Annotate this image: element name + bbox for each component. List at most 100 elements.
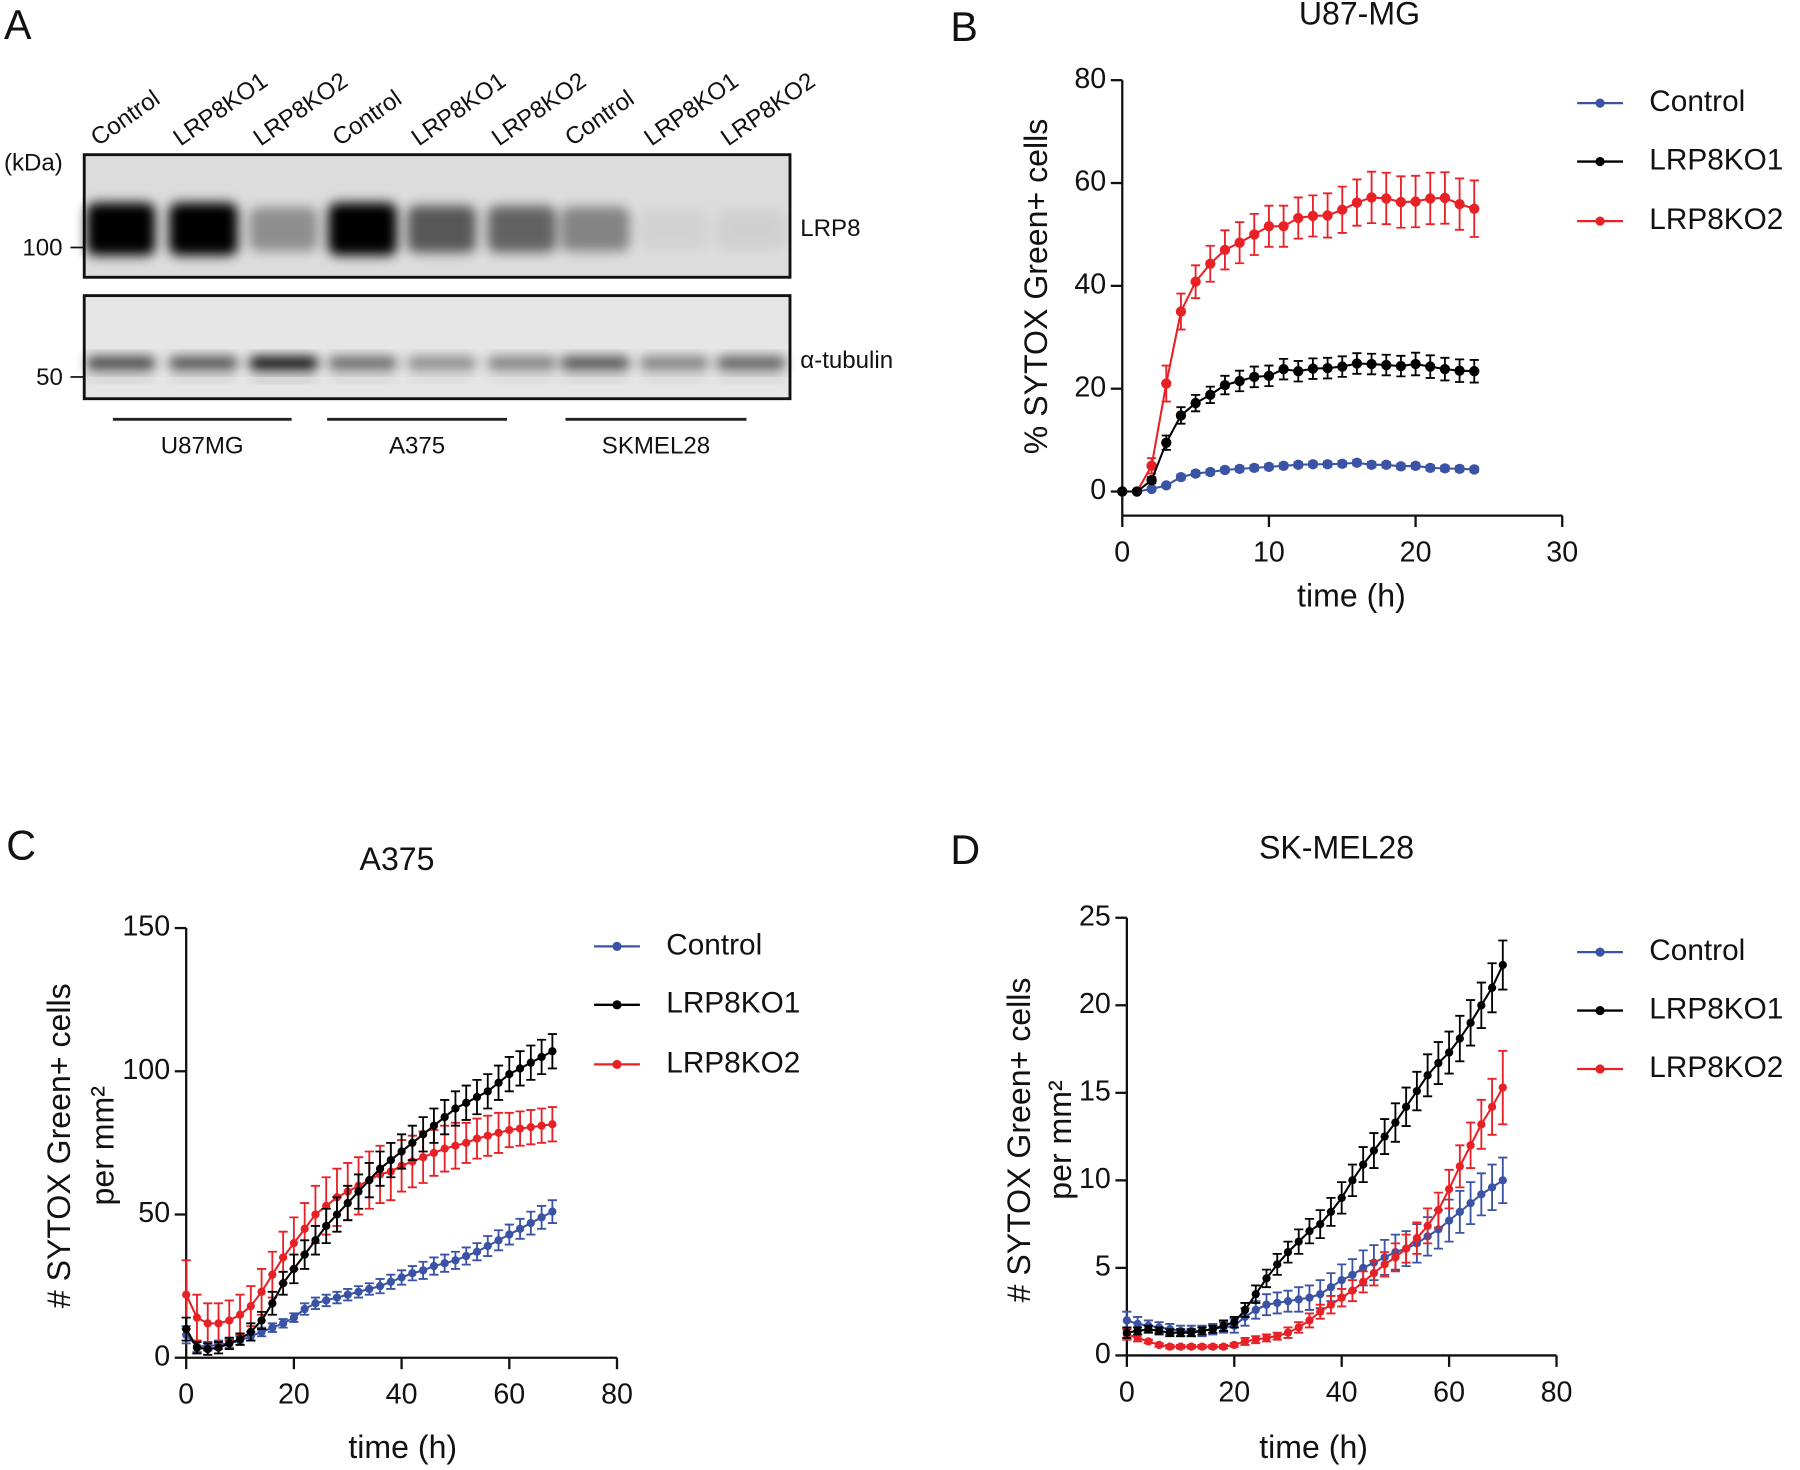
data-point — [1455, 1162, 1464, 1171]
data-point — [1234, 463, 1245, 475]
data-point — [1263, 221, 1275, 232]
data-point — [1444, 1184, 1454, 1194]
data-point — [451, 1104, 460, 1113]
data-point — [1381, 359, 1392, 371]
data-point — [289, 1264, 299, 1274]
data-point — [257, 1316, 266, 1325]
tubulin-minor-band — [718, 375, 784, 382]
data-point — [1326, 1283, 1336, 1292]
data-point — [268, 1299, 277, 1308]
data-point — [472, 1134, 482, 1143]
data-point — [1144, 1337, 1153, 1346]
data-point — [1337, 361, 1348, 372]
data-point — [494, 1236, 503, 1245]
data-point — [1412, 1234, 1422, 1243]
y-tick-label: 80 — [1074, 63, 1106, 95]
lrp8-band — [560, 206, 630, 252]
data-point — [1146, 483, 1157, 495]
data-point — [1190, 276, 1201, 287]
data-point — [1305, 1316, 1314, 1325]
series-lrp8ko1 — [181, 1033, 557, 1356]
data-point — [257, 1287, 266, 1296]
x-tick-label: 40 — [386, 1379, 418, 1411]
data-point — [1283, 1328, 1293, 1337]
data-point — [1454, 463, 1465, 475]
data-point — [1444, 1216, 1454, 1225]
tubulin-minor-band — [330, 375, 395, 382]
tubulin-band — [487, 356, 557, 371]
data-point — [300, 1224, 309, 1233]
data-point — [1122, 1328, 1131, 1337]
legend-label: LRP8KO2 — [1649, 1051, 1783, 1084]
data-point — [1208, 1342, 1217, 1351]
data-point — [1381, 459, 1392, 470]
data-point — [246, 1327, 255, 1337]
data-point — [1434, 1205, 1443, 1215]
series-line — [1126, 1179, 1504, 1332]
data-point — [1176, 1342, 1185, 1351]
data-point — [462, 1251, 471, 1261]
data-point — [1477, 1120, 1486, 1129]
data-point — [1498, 1176, 1507, 1185]
data-point — [1165, 1328, 1174, 1337]
tubulin-band — [249, 356, 318, 371]
data-point — [1455, 1207, 1464, 1216]
data-point — [419, 1266, 428, 1275]
data-point — [1359, 1263, 1368, 1273]
data-point — [505, 1070, 514, 1079]
data-point — [1498, 1083, 1507, 1092]
data-point — [225, 1316, 234, 1325]
data-point — [1487, 1102, 1497, 1111]
data-point — [408, 1138, 417, 1148]
data-point — [1487, 983, 1497, 992]
data-point — [322, 1296, 331, 1305]
data-point — [1283, 1248, 1293, 1257]
legend-marker — [1595, 216, 1605, 226]
y-tick-label: 20 — [1079, 988, 1111, 1020]
series-line — [1126, 964, 1504, 1334]
data-point — [279, 1253, 288, 1262]
data-point — [451, 1141, 460, 1150]
data-point — [1322, 362, 1333, 374]
data-point — [515, 1124, 525, 1133]
x-tick-label: 30 — [1546, 536, 1578, 568]
data-point — [526, 1218, 535, 1228]
x-tick-label: 80 — [1541, 1376, 1573, 1408]
y-tick-label: 20 — [1074, 371, 1106, 403]
data-point — [1425, 193, 1436, 204]
legend-label: LRP8KO1 — [666, 987, 800, 1020]
tubulin-minor-band — [563, 375, 628, 382]
x-tick-label: 40 — [1326, 1376, 1358, 1408]
data-point — [1337, 458, 1348, 469]
data-point — [1395, 461, 1407, 472]
data-point — [1176, 1328, 1185, 1337]
data-point — [1477, 1001, 1486, 1010]
data-point — [192, 1313, 202, 1322]
y-tick-label: 15 — [1079, 1075, 1111, 1107]
data-point — [1351, 197, 1363, 208]
data-point — [1410, 196, 1421, 207]
data-point — [1293, 459, 1304, 470]
data-point — [1133, 1326, 1142, 1336]
data-point — [1454, 365, 1465, 376]
data-point — [1154, 1340, 1164, 1350]
data-point — [397, 1147, 406, 1156]
data-point — [1395, 196, 1407, 208]
data-point — [311, 1299, 320, 1308]
data-point — [1305, 1226, 1314, 1236]
data-point — [408, 1269, 417, 1278]
data-point — [1322, 459, 1333, 470]
chart-title: A375 — [360, 841, 435, 877]
data-point — [505, 1125, 514, 1135]
lrp8-band — [716, 209, 786, 249]
y-tick-label: 0 — [1090, 474, 1106, 506]
data-point — [1133, 1319, 1142, 1329]
chart-title: U87-MG — [1299, 0, 1420, 32]
chart-a375: A375 0 50 100 150 0 20 40 60 80 time (h) # SYTOX Gr… — [41, 841, 801, 1465]
western-blot: (kDa) 100 50 LRP8 α-tubulin Control LRP8K… — [4, 67, 893, 459]
lrp8-band — [86, 202, 156, 256]
x-axis-label: time (h) — [1297, 578, 1406, 614]
data-point — [1402, 1244, 1411, 1253]
data-point — [246, 1302, 255, 1311]
data-point — [483, 1131, 492, 1140]
